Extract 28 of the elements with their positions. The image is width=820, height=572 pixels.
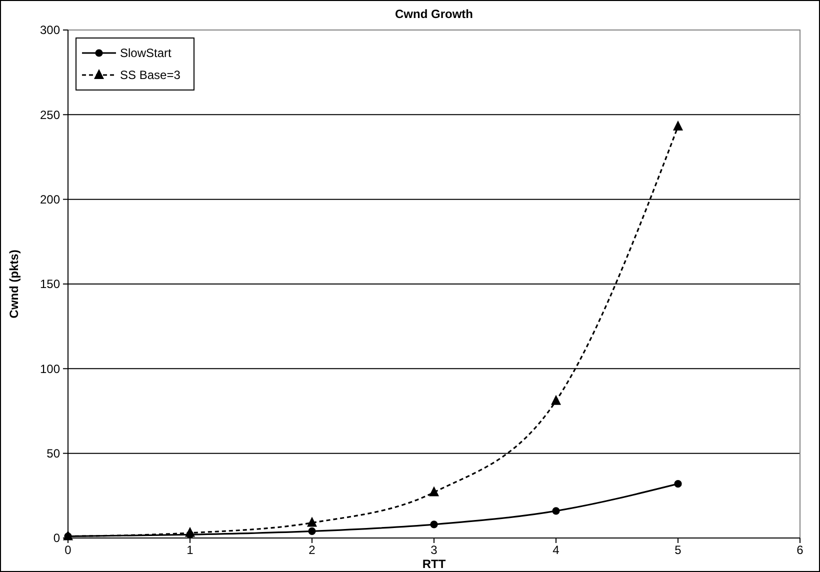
- x-axis-title: RTT: [422, 557, 446, 571]
- legend-label: SlowStart: [120, 46, 172, 60]
- y-axis-title: Cwnd (pkts): [7, 250, 21, 318]
- legend-label: SS Base=3: [120, 68, 181, 82]
- x-tick-label: 6: [796, 543, 804, 557]
- point: [308, 527, 316, 536]
- y-tick-label: 300: [40, 23, 60, 38]
- point: [430, 520, 438, 528]
- chart-title: Cwnd Growth: [395, 7, 473, 21]
- point: [673, 120, 683, 131]
- y-tick-label: 100: [40, 362, 60, 376]
- y-tick-label: 250: [40, 108, 60, 122]
- y-tick-label: 50: [46, 446, 60, 461]
- y-tick-label: 200: [40, 192, 60, 207]
- x-tick-label: 5: [674, 543, 682, 557]
- y-tick-label: 150: [40, 277, 60, 292]
- x-tick-label: 0: [64, 543, 72, 557]
- x-tick-label: 4: [552, 543, 560, 557]
- point: [429, 486, 439, 496]
- point: [307, 516, 317, 527]
- point: [551, 394, 561, 405]
- point: [552, 507, 560, 515]
- point: [186, 530, 194, 538]
- x-tick-label: 2: [308, 543, 316, 557]
- x-tick-label: 1: [186, 543, 194, 557]
- point: [674, 480, 682, 488]
- y-tick-label: 0: [53, 531, 60, 546]
- x-tick-label: 3: [430, 543, 438, 557]
